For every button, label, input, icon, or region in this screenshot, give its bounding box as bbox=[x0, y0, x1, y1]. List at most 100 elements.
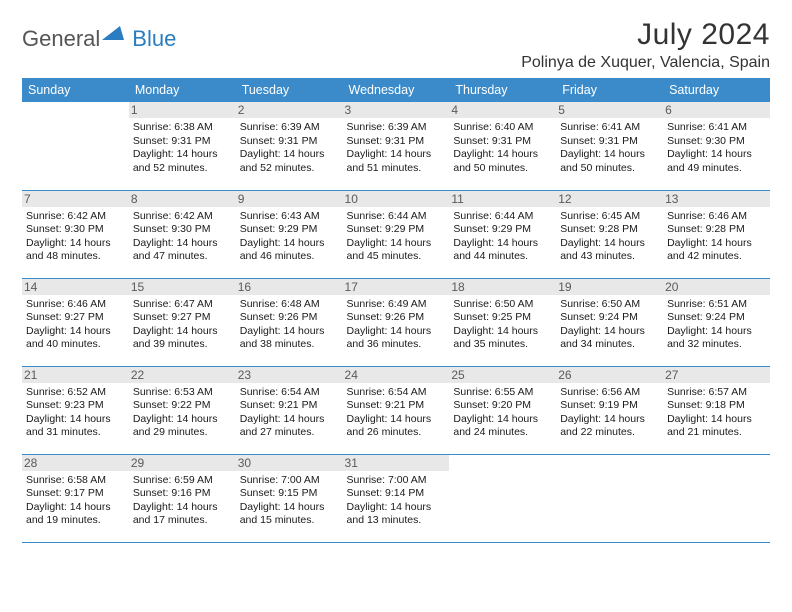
day-header: Monday bbox=[129, 78, 236, 102]
calendar-cell bbox=[22, 102, 129, 190]
cell-text: Sunrise: 6:41 AMSunset: 9:30 PMDaylight:… bbox=[667, 121, 766, 176]
sunset-line: Sunset: 9:29 PM bbox=[240, 223, 339, 237]
calendar-cell: 14Sunrise: 6:46 AMSunset: 9:27 PMDayligh… bbox=[22, 278, 129, 366]
day-number: 12 bbox=[556, 191, 663, 207]
header: General Blue July 2024 Polinya de Xuquer… bbox=[22, 18, 770, 72]
calendar-cell: 2Sunrise: 6:39 AMSunset: 9:31 PMDaylight… bbox=[236, 102, 343, 190]
calendar-cell: 18Sunrise: 6:50 AMSunset: 9:25 PMDayligh… bbox=[449, 278, 556, 366]
calendar-cell: 30Sunrise: 7:00 AMSunset: 9:15 PMDayligh… bbox=[236, 454, 343, 542]
calendar-cell: 12 Sunrise: 6:45 AMSunset: 9:28 PMDayligh… bbox=[556, 190, 663, 278]
daylight-line-2: and 35 minutes. bbox=[453, 338, 552, 352]
day-header: Saturday bbox=[663, 78, 770, 102]
day-number: 10 bbox=[343, 191, 450, 207]
sunrise-line: Sunrise: 6:50 AM bbox=[453, 298, 552, 312]
sunrise-line: Sunrise: 6:39 AM bbox=[240, 121, 339, 135]
sunset-line: Sunset: 9:24 PM bbox=[667, 311, 766, 325]
sunset-line: Sunset: 9:21 PM bbox=[240, 399, 339, 413]
sunrise-line: Sunrise: 6:39 AM bbox=[347, 121, 446, 135]
sunset-line: Sunset: 9:31 PM bbox=[133, 135, 232, 149]
daylight-line-1: Daylight: 14 hours bbox=[667, 325, 766, 339]
day-number: 9 bbox=[236, 191, 343, 207]
daylight-line-2: and 51 minutes. bbox=[347, 162, 446, 176]
calendar-cell bbox=[556, 454, 663, 542]
daylight-line-2: and 34 minutes. bbox=[560, 338, 659, 352]
daylight-line-2: and 49 minutes. bbox=[667, 162, 766, 176]
sunset-line: Sunset: 9:18 PM bbox=[667, 399, 766, 413]
daylight-line-1: Daylight: 14 hours bbox=[26, 413, 125, 427]
day-header: Friday bbox=[556, 78, 663, 102]
cell-text: Sunrise: 6:45 AMSunset: 9:28 PMDaylight:… bbox=[560, 210, 659, 265]
sunrise-line: Sunrise: 6:58 AM bbox=[26, 474, 125, 488]
day-header: Tuesday bbox=[236, 78, 343, 102]
day-header: Wednesday bbox=[343, 78, 450, 102]
day-number: 7 bbox=[22, 191, 129, 207]
sunrise-line: Sunrise: 6:52 AM bbox=[26, 386, 125, 400]
sunrise-line: Sunrise: 6:54 AM bbox=[347, 386, 446, 400]
calendar-cell: 1Sunrise: 6:38 AMSunset: 9:31 PMDaylight… bbox=[129, 102, 236, 190]
calendar-cell: 28Sunrise: 6:58 AMSunset: 9:17 PMDayligh… bbox=[22, 454, 129, 542]
daylight-line-2: and 26 minutes. bbox=[347, 426, 446, 440]
daylight-line-2: and 47 minutes. bbox=[133, 250, 232, 264]
cell-text: Sunrise: 6:59 AMSunset: 9:16 PMDaylight:… bbox=[133, 474, 232, 529]
day-number: 11 bbox=[449, 191, 556, 207]
daylight-line-2: and 44 minutes. bbox=[453, 250, 552, 264]
logo-text-blue: Blue bbox=[132, 26, 176, 52]
day-number: 26 bbox=[556, 367, 663, 383]
daylight-line-1: Daylight: 14 hours bbox=[667, 237, 766, 251]
day-number: 18 bbox=[449, 279, 556, 295]
daylight-line-1: Daylight: 14 hours bbox=[453, 148, 552, 162]
logo: General Blue bbox=[22, 26, 176, 52]
day-number: 17 bbox=[343, 279, 450, 295]
cell-text: Sunrise: 6:57 AMSunset: 9:18 PMDaylight:… bbox=[667, 386, 766, 441]
cell-text: Sunrise: 6:51 AMSunset: 9:24 PMDaylight:… bbox=[667, 298, 766, 353]
sunset-line: Sunset: 9:29 PM bbox=[347, 223, 446, 237]
day-number: 29 bbox=[129, 455, 236, 471]
sunset-line: Sunset: 9:27 PM bbox=[26, 311, 125, 325]
calendar-cell: 17Sunrise: 6:49 AMSunset: 9:26 PMDayligh… bbox=[343, 278, 450, 366]
daylight-line-1: Daylight: 14 hours bbox=[453, 413, 552, 427]
cell-text: Sunrise: 6:46 AMSunset: 9:28 PMDaylight:… bbox=[667, 210, 766, 265]
sunrise-line: Sunrise: 6:42 AM bbox=[133, 210, 232, 224]
cell-text: Sunrise: 6:54 AMSunset: 9:21 PMDaylight:… bbox=[240, 386, 339, 441]
sunrise-line: Sunrise: 7:00 AM bbox=[347, 474, 446, 488]
daylight-line-1: Daylight: 14 hours bbox=[240, 413, 339, 427]
daylight-line-2: and 21 minutes. bbox=[667, 426, 766, 440]
calendar: Sunday Monday Tuesday Wednesday Thursday… bbox=[22, 78, 770, 543]
calendar-cell bbox=[449, 454, 556, 542]
sunrise-line: Sunrise: 6:48 AM bbox=[240, 298, 339, 312]
sunset-line: Sunset: 9:15 PM bbox=[240, 487, 339, 501]
day-number: 30 bbox=[236, 455, 343, 471]
day-header: Thursday bbox=[449, 78, 556, 102]
day-number: 21 bbox=[22, 367, 129, 383]
daylight-line-2: and 22 minutes. bbox=[560, 426, 659, 440]
cell-text: Sunrise: 6:50 AMSunset: 9:24 PMDaylight:… bbox=[560, 298, 659, 353]
sunrise-line: Sunrise: 6:46 AM bbox=[667, 210, 766, 224]
calendar-cell: 22Sunrise: 6:53 AMSunset: 9:22 PMDayligh… bbox=[129, 366, 236, 454]
day-number: 13 bbox=[663, 191, 770, 207]
calendar-row: 21Sunrise: 6:52 AMSunset: 9:23 PMDayligh… bbox=[22, 366, 770, 454]
sunrise-line: Sunrise: 6:56 AM bbox=[560, 386, 659, 400]
title-block: July 2024 Polinya de Xuquer, Valencia, S… bbox=[521, 18, 770, 72]
daylight-line-1: Daylight: 14 hours bbox=[453, 325, 552, 339]
daylight-line-1: Daylight: 14 hours bbox=[133, 501, 232, 515]
daylight-line-1: Daylight: 14 hours bbox=[240, 237, 339, 251]
calendar-cell: 29 Sunrise: 6:59 AMSunset: 9:16 PMDayligh… bbox=[129, 454, 236, 542]
day-number: 1 bbox=[129, 102, 236, 118]
sunset-line: Sunset: 9:14 PM bbox=[347, 487, 446, 501]
day-number: 6 bbox=[663, 102, 770, 118]
cell-text: Sunrise: 6:48 AMSunset: 9:26 PMDaylight:… bbox=[240, 298, 339, 353]
calendar-cell: 24Sunrise: 6:54 AMSunset: 9:21 PMDayligh… bbox=[343, 366, 450, 454]
sunrise-line: Sunrise: 6:59 AM bbox=[133, 474, 232, 488]
daylight-line-2: and 17 minutes. bbox=[133, 514, 232, 528]
day-number: 3 bbox=[343, 102, 450, 118]
calendar-cell: 25Sunrise: 6:55 AMSunset: 9:20 PMDayligh… bbox=[449, 366, 556, 454]
sunset-line: Sunset: 9:28 PM bbox=[560, 223, 659, 237]
sunrise-line: Sunrise: 6:43 AM bbox=[240, 210, 339, 224]
sunrise-line: Sunrise: 6:55 AM bbox=[453, 386, 552, 400]
sunrise-line: Sunrise: 6:41 AM bbox=[560, 121, 659, 135]
calendar-cell bbox=[663, 454, 770, 542]
sunrise-line: Sunrise: 6:46 AM bbox=[26, 298, 125, 312]
sunset-line: Sunset: 9:30 PM bbox=[667, 135, 766, 149]
daylight-line-1: Daylight: 14 hours bbox=[560, 148, 659, 162]
sunset-line: Sunset: 9:19 PM bbox=[560, 399, 659, 413]
